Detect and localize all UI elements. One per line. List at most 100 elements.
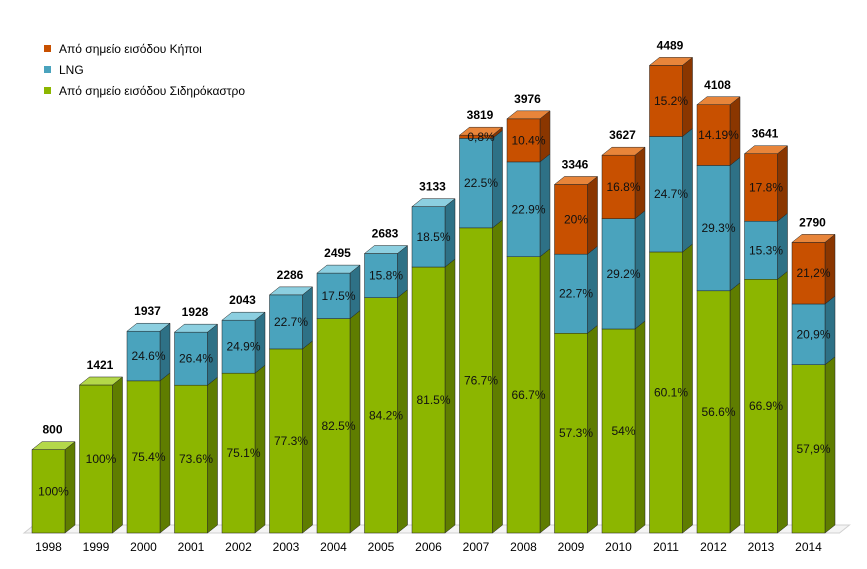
data-label-1-2012: 29.3% xyxy=(701,221,735,235)
data-label-0-2013: 66.9% xyxy=(749,399,783,413)
legend-label-sidirokastro: Από σημείο εισόδου Σιδηρόκαστρο xyxy=(59,83,246,98)
legend-label-lng: LNG xyxy=(59,62,84,77)
bar-segment-1-2007 xyxy=(459,138,493,229)
bar-segment-1-2006 xyxy=(411,206,446,268)
bar-segment-0-2007 xyxy=(459,227,493,534)
data-label-1-2009: 22.7% xyxy=(559,287,593,301)
bar-side-0-2010 xyxy=(634,320,646,534)
data-label-2-2011: 15.2% xyxy=(654,94,688,108)
data-label-2-2008: 10.4% xyxy=(511,133,545,147)
bar-segment-1-2003 xyxy=(269,294,303,350)
bar-segment-1-2005 xyxy=(364,253,398,298)
legend-item-kipoi: Από σημείο εισόδου Κήποι xyxy=(44,38,245,59)
bar-segment-1-2008 xyxy=(506,161,541,258)
legend-swatch-lng xyxy=(44,66,51,73)
bar-segment-0-2004 xyxy=(316,318,351,534)
data-label-1-2003: 22.7% xyxy=(274,315,308,329)
bar-segment-0-2005 xyxy=(364,297,398,534)
bar-segment-0-2009 xyxy=(554,333,588,534)
data-label-1-2002: 24.9% xyxy=(226,340,260,354)
legend-label-kipoi: Από σημείο εισόδου Κήποι xyxy=(59,41,202,56)
x-tick-label-2013: 2013 xyxy=(748,540,775,554)
data-label-1-2005: 15.8% xyxy=(369,269,403,283)
bar-segment-0-2012 xyxy=(696,290,731,534)
total-label-2009: 3346 xyxy=(562,157,589,171)
total-label-2010: 3627 xyxy=(609,128,636,142)
bar-segment-0-1999 xyxy=(79,384,113,534)
bar-top-2005 xyxy=(363,245,409,254)
total-label-2003: 2286 xyxy=(277,268,304,282)
bar-segment-2-2011 xyxy=(649,65,683,137)
bar-top-2007 xyxy=(458,126,504,136)
data-label-0-2003: 77.3% xyxy=(274,434,308,448)
x-tick-label-1998: 1998 xyxy=(35,540,62,554)
bar-top-1999 xyxy=(78,376,124,386)
data-label-0-1999: 100% xyxy=(86,452,117,466)
x-tick-label-2001: 2001 xyxy=(178,540,205,554)
bar-segment-1-2009 xyxy=(554,253,588,334)
data-label-0-2000: 75.4% xyxy=(131,450,165,464)
bar-segment-0-2000 xyxy=(126,380,161,534)
data-label-2-2014: 21,2% xyxy=(796,266,830,280)
x-tick-label-2008: 2008 xyxy=(510,540,537,554)
bar-segment-2-2013 xyxy=(744,153,778,222)
data-label-2-2010: 16.8% xyxy=(606,180,640,194)
total-label-2011: 4489 xyxy=(657,38,684,52)
bar-segment-1-2000 xyxy=(126,330,161,382)
total-label-2005: 2683 xyxy=(372,227,399,241)
total-label-2001: 1928 xyxy=(182,305,209,319)
bar-top-2006 xyxy=(411,198,456,207)
x-tick-label-2012: 2012 xyxy=(700,540,727,554)
bar-top-2002 xyxy=(221,311,266,321)
bar-segment-1-2014 xyxy=(791,303,826,365)
bar-segment-1-2004 xyxy=(316,272,351,319)
data-label-1-2013: 15.3% xyxy=(749,243,783,257)
legend-item-sidirokastro: Από σημείο εισόδου Σιδηρόκαστρο xyxy=(44,80,245,101)
bar-top-1998 xyxy=(31,441,76,450)
bar-segment-0-2008 xyxy=(506,256,541,534)
total-label-1999: 1421 xyxy=(87,358,114,372)
x-tick-label-2002: 2002 xyxy=(225,540,252,554)
total-label-1998: 800 xyxy=(42,423,62,437)
bar-segment-0-2006 xyxy=(411,266,446,534)
legend-swatch-kipoi xyxy=(44,45,51,52)
x-tick-label-2010: 2010 xyxy=(605,540,632,554)
bar-segment-2-2014 xyxy=(791,242,826,305)
total-label-2002: 2043 xyxy=(229,293,256,307)
data-label-0-2001: 73.6% xyxy=(179,452,213,466)
data-label-0-1998: 100% xyxy=(38,484,69,498)
legend-swatch-sidirokastro xyxy=(44,87,51,94)
data-label-1-2004: 17.5% xyxy=(321,289,355,303)
bar-segment-0-1998 xyxy=(31,449,66,534)
total-label-2013: 3641 xyxy=(752,127,779,141)
bar-top-2014 xyxy=(791,234,836,243)
data-label-0-2012: 56.6% xyxy=(701,405,735,419)
bar-segment-0-2002 xyxy=(221,372,256,534)
data-label-0-2008: 66.7% xyxy=(511,388,545,402)
bar-top-2003 xyxy=(268,286,314,296)
bar-segment-1-2011 xyxy=(649,136,683,253)
x-tick-label-2005: 2005 xyxy=(368,540,395,554)
bar-segment-0-2001 xyxy=(174,384,208,534)
total-label-2000: 1937 xyxy=(134,304,161,318)
bar-top-2001 xyxy=(173,323,219,333)
total-label-2008: 3976 xyxy=(514,92,541,106)
x-tick-label-2000: 2000 xyxy=(130,540,157,554)
data-label-0-2010: 54% xyxy=(611,424,635,438)
bar-top-2000 xyxy=(126,322,171,332)
x-tick-label-2014: 2014 xyxy=(795,540,822,554)
x-tick-label-2003: 2003 xyxy=(273,540,300,554)
chart-legend: Από σημείο εισόδου Κήποι LNG Από σημείο … xyxy=(44,38,245,101)
data-label-0-2005: 84.2% xyxy=(369,408,403,422)
x-tick-label-1999: 1999 xyxy=(83,540,110,554)
total-label-2012: 4108 xyxy=(704,78,731,92)
data-label-2-2012: 14.19% xyxy=(698,128,739,142)
data-label-0-2009: 57.3% xyxy=(559,426,593,440)
data-label-1-2007: 22.5% xyxy=(464,176,498,190)
data-label-2-2007: 0,8% xyxy=(467,130,495,144)
bar-top-2013 xyxy=(743,145,789,154)
bar-top-2011 xyxy=(648,57,694,66)
x-tick-label-2004: 2004 xyxy=(320,540,347,554)
legend-item-lng: LNG xyxy=(44,59,245,80)
data-label-0-2007: 76.7% xyxy=(464,373,498,387)
